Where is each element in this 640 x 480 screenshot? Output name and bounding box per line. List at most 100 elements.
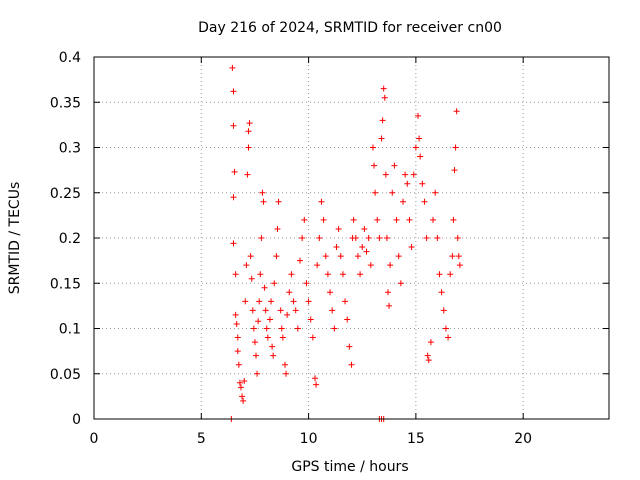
data-point	[297, 257, 303, 264]
y-axis-label: SRMTID / TECUs	[7, 182, 23, 295]
data-point	[273, 253, 280, 260]
data-point	[320, 216, 327, 223]
data-point	[378, 135, 385, 142]
data-point	[450, 216, 457, 223]
data-point	[256, 298, 263, 305]
data-point	[281, 361, 288, 368]
data-point	[263, 325, 270, 332]
data-point	[307, 316, 314, 323]
data-point	[318, 198, 325, 205]
data-point	[284, 311, 291, 318]
data-point	[234, 334, 241, 341]
y-tick-label: 0.05	[50, 367, 81, 383]
data-point	[292, 307, 299, 314]
data-point	[408, 244, 415, 251]
data-point	[229, 64, 236, 71]
data-point	[350, 216, 357, 223]
data-point	[427, 339, 434, 346]
data-point	[269, 343, 276, 350]
data-point	[453, 108, 460, 115]
data-point	[449, 253, 456, 260]
data-point	[299, 235, 306, 241]
data-point	[259, 189, 266, 196]
data-point	[455, 253, 462, 260]
data-point	[363, 248, 370, 255]
data-point	[359, 244, 366, 251]
data-point	[241, 377, 248, 384]
data-point	[233, 320, 240, 327]
data-point	[376, 235, 383, 241]
data-point	[404, 180, 411, 187]
data-point	[251, 339, 258, 346]
data-point	[438, 289, 445, 296]
data-point	[333, 244, 340, 251]
data-point	[456, 262, 463, 269]
x-axis-label: GPS time / hours	[291, 459, 408, 475]
data-point	[230, 194, 237, 201]
data-point	[415, 112, 422, 119]
y-tick-label: 0.1	[59, 322, 81, 338]
plot-frame	[93, 56, 610, 420]
data-point	[277, 307, 284, 314]
data-point	[236, 379, 243, 386]
data-point	[316, 235, 323, 241]
data-point	[286, 289, 293, 296]
data-point	[239, 393, 246, 400]
data-point	[243, 262, 250, 269]
data-point	[423, 235, 430, 241]
data-point	[232, 311, 239, 318]
data-point	[454, 235, 461, 241]
data-point	[384, 289, 391, 296]
data-point	[234, 348, 241, 355]
data-point	[313, 381, 320, 388]
data-point	[230, 122, 237, 129]
data-point	[369, 144, 376, 151]
data-point	[309, 334, 316, 341]
data-point	[283, 370, 290, 377]
data-point	[331, 325, 338, 332]
data-point	[258, 235, 265, 241]
data-point	[430, 216, 437, 223]
data-point	[245, 128, 252, 135]
data-point	[352, 235, 359, 241]
data-point	[371, 162, 378, 169]
data-point	[402, 171, 409, 178]
data-point	[337, 253, 344, 260]
data-point	[246, 120, 253, 127]
data-point	[335, 225, 342, 232]
data-point	[329, 307, 336, 314]
data-point	[395, 253, 402, 260]
data-point	[288, 271, 295, 278]
x-tick-label: 15	[407, 431, 425, 447]
data-point	[261, 284, 268, 291]
data-point	[278, 325, 285, 332]
data-point	[342, 298, 349, 305]
data-point	[301, 216, 308, 223]
data-point	[357, 271, 364, 278]
data-point	[257, 271, 264, 278]
y-tick-label: 0.15	[50, 276, 81, 292]
data-point	[452, 144, 459, 151]
data-point	[451, 167, 458, 174]
data-point	[279, 334, 286, 341]
data-point	[386, 302, 393, 309]
data-point	[432, 189, 439, 196]
data-point	[255, 318, 262, 325]
y-tick-label: 0.4	[59, 50, 81, 66]
data-point	[275, 198, 282, 205]
data-point	[346, 343, 353, 350]
data-point	[425, 357, 432, 364]
data-point	[412, 144, 419, 151]
data-point	[339, 271, 346, 278]
data-point	[393, 216, 400, 223]
x-tick-label: 10	[300, 431, 318, 447]
data-point	[424, 352, 431, 359]
data-point	[303, 280, 310, 287]
data-point	[230, 240, 237, 247]
data-point	[361, 225, 368, 232]
data-point	[416, 135, 423, 142]
data-point	[434, 235, 441, 241]
data-point	[247, 253, 254, 260]
data-point	[249, 307, 256, 314]
data-point	[260, 198, 267, 205]
